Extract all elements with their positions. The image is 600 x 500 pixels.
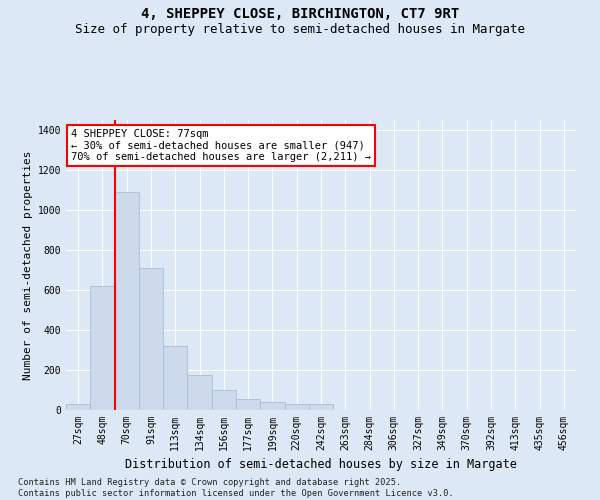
Text: 4, SHEPPEY CLOSE, BIRCHINGTON, CT7 9RT: 4, SHEPPEY CLOSE, BIRCHINGTON, CT7 9RT xyxy=(141,8,459,22)
Bar xyxy=(66,404,90,410)
Bar xyxy=(187,375,212,410)
Bar xyxy=(163,346,187,410)
Bar xyxy=(284,404,309,410)
Text: Contains HM Land Registry data © Crown copyright and database right 2025.
Contai: Contains HM Land Registry data © Crown c… xyxy=(18,478,454,498)
X-axis label: Distribution of semi-detached houses by size in Margate: Distribution of semi-detached houses by … xyxy=(125,458,517,471)
Bar xyxy=(236,399,260,410)
Bar xyxy=(309,404,333,410)
Bar xyxy=(212,390,236,410)
Bar xyxy=(139,268,163,410)
Text: Size of property relative to semi-detached houses in Margate: Size of property relative to semi-detach… xyxy=(75,22,525,36)
Text: 4 SHEPPEY CLOSE: 77sqm
← 30% of semi-detached houses are smaller (947)
70% of se: 4 SHEPPEY CLOSE: 77sqm ← 30% of semi-det… xyxy=(71,128,371,162)
Bar xyxy=(90,286,115,410)
Y-axis label: Number of semi-detached properties: Number of semi-detached properties xyxy=(23,150,34,380)
Bar xyxy=(115,192,139,410)
Bar xyxy=(260,402,284,410)
